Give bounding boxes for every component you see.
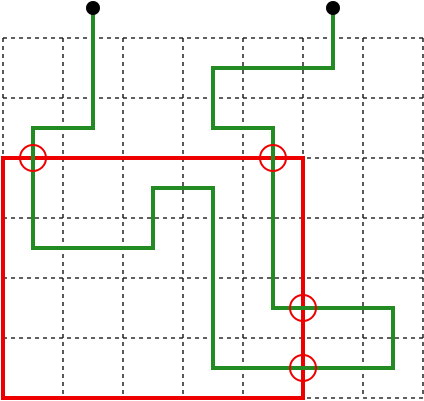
crossing-marker-right-upper [289,294,317,322]
path-endpoints [86,1,340,15]
crossing-marker-top-right [259,144,287,172]
right-start-dot [326,1,340,15]
crossing-marker-top-left [19,144,47,172]
region-layer [1,156,305,400]
crossing-marker-right-lower [289,354,317,382]
left-path [31,8,395,370]
path-layer [31,8,395,370]
red-region-border [1,156,305,400]
crossing-markers [19,144,317,382]
left-start-dot [86,1,100,15]
